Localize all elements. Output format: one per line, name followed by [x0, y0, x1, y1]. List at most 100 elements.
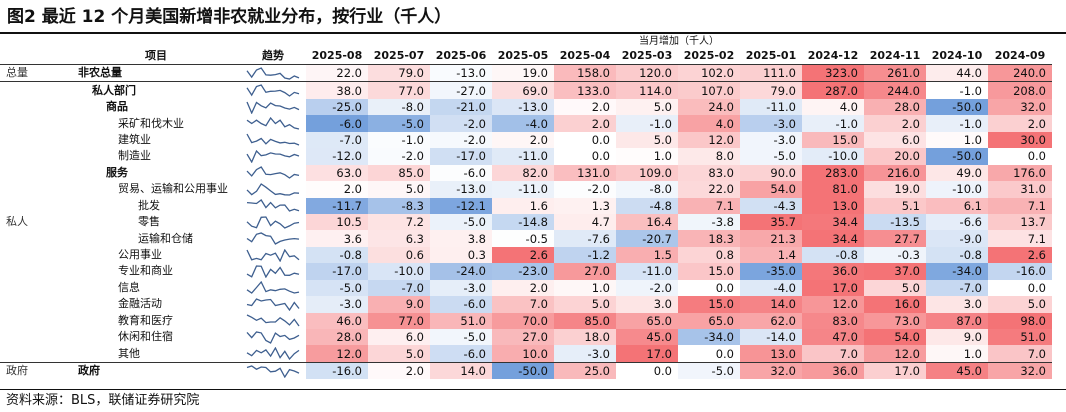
row-item-label: 运输和仓储 [138, 231, 193, 245]
value-cell: 3.6 [306, 230, 368, 247]
value-cell: 90.0 [740, 164, 802, 182]
value-cell: -1.0 [616, 115, 678, 132]
value-cell: 17.0 [802, 279, 864, 297]
trend-cell [240, 214, 306, 230]
value-cell: 5.0 [616, 131, 678, 149]
top-rule [0, 32, 1066, 34]
value-cell: 36.0 [802, 362, 864, 380]
value-cell: -7.0 [306, 131, 368, 149]
value-cell: 244.0 [864, 81, 926, 99]
row-item-label: 贸易、运输和公用事业 [118, 182, 228, 196]
sparkline-path [246, 149, 300, 163]
value-cell: -6.0 [430, 296, 492, 313]
trend-cell [240, 263, 306, 279]
value-cell: 32.0 [740, 362, 802, 380]
value-cell: 2.0 [554, 115, 616, 132]
value-cell: 5.0 [554, 296, 616, 313]
trend-cell [240, 230, 306, 246]
trend-cell [240, 345, 306, 363]
value-cell: -8.3 [368, 197, 430, 214]
value-cell: 36.0 [802, 263, 864, 280]
value-cell: 1.3 [554, 197, 616, 214]
value-cell: -6.0 [306, 115, 368, 132]
trend-cell [240, 198, 306, 214]
value-cell: 14.0 [430, 362, 492, 380]
header-month: 2025-01 [740, 48, 802, 65]
sparkline-path [246, 66, 300, 80]
value-cell: 2.0 [492, 131, 554, 149]
value-cell: 85.0 [368, 164, 430, 182]
category-label: 政府 [6, 364, 28, 378]
trend-cell [240, 99, 306, 115]
sparkline [246, 364, 300, 378]
value-cell: 5.1 [864, 197, 926, 214]
value-cell: 79.0 [368, 64, 430, 83]
value-cell: 9.0 [926, 329, 988, 346]
value-cell: 3.0 [926, 296, 988, 313]
value-cell: 5.0 [368, 181, 430, 198]
category-label: 总量 [0, 64, 72, 83]
value-cell: 2.0 [988, 115, 1052, 132]
value-cell: 12.0 [802, 296, 864, 313]
value-cell: -13.0 [492, 98, 554, 116]
value-cell: -1.0 [926, 115, 988, 132]
value-cell: -13.0 [430, 64, 492, 83]
value-cell: 323.0 [802, 64, 864, 83]
value-cell: 34.4 [802, 213, 864, 231]
value-cell: 7.0 [988, 345, 1052, 363]
value-cell: 4.7 [554, 213, 616, 231]
value-cell: 6.1 [926, 197, 988, 214]
sparkline [246, 331, 300, 344]
value-cell: -7.0 [926, 279, 988, 297]
header-month: 2024-11 [864, 48, 926, 65]
trend-cell [240, 329, 306, 345]
value-cell: -8.0 [368, 98, 430, 116]
value-cell: 13.0 [802, 197, 864, 214]
header-month: 2025-04 [554, 48, 616, 65]
value-cell: 10.5 [306, 213, 368, 231]
value-cell: -3.8 [678, 213, 740, 231]
value-cell: 35.7 [740, 213, 802, 231]
value-cell: 133.0 [554, 81, 616, 99]
value-cell: 17.0 [616, 345, 678, 363]
table-row: 其他 12.0 5.0 -6.0 10.0 -3.0 17.0 0.0 13.0 7.0 12.0 1… [0, 345, 1052, 363]
value-cell: -1.0 [368, 131, 430, 149]
value-cell: 208.0 [988, 81, 1052, 99]
table-row: 制造业 -12.0 -2.0 -17.0 -11.0 0.0 1.0 8.0 -5.0 -10.0… [0, 148, 1052, 165]
value-cell: -0.3 [864, 246, 926, 264]
row-item-label: 专业和商业 [118, 264, 173, 278]
value-cell: 18.3 [678, 230, 740, 247]
value-cell: 5.0 [988, 296, 1052, 313]
trend-cell [240, 296, 306, 312]
value-cell: 65.0 [678, 312, 740, 329]
value-cell: -11.0 [740, 98, 802, 116]
value-cell: -3.0 [740, 115, 802, 132]
value-cell: 176.0 [988, 164, 1052, 182]
value-cell: -4.0 [492, 115, 554, 132]
value-cell: -13.0 [430, 181, 492, 198]
value-cell: 1.0 [926, 345, 988, 363]
row-item-label: 政府 [78, 364, 100, 378]
table-row: 建筑业 -7.0 -1.0 -2.0 2.0 0.0 5.0 12.0 -3.0 15.0 6.0 1… [0, 131, 1052, 149]
value-cell: 216.0 [864, 164, 926, 182]
value-cell: -8.0 [616, 181, 678, 198]
value-cell: 14.0 [740, 296, 802, 313]
value-cell: -2.0 [554, 181, 616, 198]
header-subtitle: 当月增加（千人） [639, 36, 719, 47]
value-cell: -1.0 [926, 81, 988, 99]
row-item-label: 制造业 [118, 149, 151, 163]
value-cell: -0.5 [492, 230, 554, 247]
value-cell: 287.0 [802, 81, 864, 99]
trend-cell [240, 115, 306, 131]
sparkline-path [246, 101, 300, 114]
value-cell: -6.6 [926, 213, 988, 231]
value-cell: 0.0 [591, 132, 610, 147]
value-cell: 70.0 [492, 312, 554, 329]
value-cell: 158.0 [554, 64, 616, 83]
value-cell: -3.0 [740, 131, 802, 149]
value-cell: -34.0 [926, 263, 988, 280]
value-cell: -11.0 [616, 263, 678, 280]
table-row: 商品 -25.0 -8.0 -21.0 -13.0 2.0 5.0 24.0 -11.0 4.0 2… [0, 98, 1052, 116]
value-cell: 27.0 [492, 329, 554, 346]
row-item-label: 信息 [118, 280, 140, 294]
